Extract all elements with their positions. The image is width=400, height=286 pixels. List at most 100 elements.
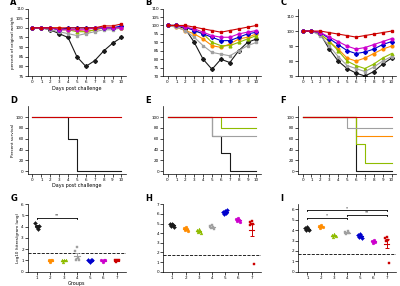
Point bbox=[182, 225, 189, 230]
Point bbox=[114, 258, 120, 263]
Point bbox=[112, 258, 118, 263]
Point bbox=[386, 261, 392, 266]
Point bbox=[170, 223, 176, 228]
Point bbox=[35, 227, 41, 231]
Point bbox=[85, 258, 91, 263]
Point bbox=[302, 226, 309, 231]
Y-axis label: Log10 (titres/gram lung): Log10 (titres/gram lung) bbox=[16, 213, 20, 263]
Point bbox=[382, 236, 388, 241]
Point bbox=[306, 228, 312, 233]
Point bbox=[208, 226, 214, 231]
Point bbox=[235, 215, 242, 220]
Point bbox=[248, 221, 254, 226]
Point bbox=[384, 237, 391, 242]
Point bbox=[382, 238, 389, 243]
Point bbox=[250, 222, 256, 227]
Text: B: B bbox=[146, 0, 152, 7]
Point bbox=[33, 225, 40, 229]
Point bbox=[47, 259, 53, 264]
Point bbox=[304, 225, 310, 229]
Point bbox=[330, 235, 336, 240]
Point bbox=[384, 235, 390, 240]
Point bbox=[171, 225, 178, 230]
Point bbox=[73, 258, 79, 263]
Point bbox=[223, 210, 230, 215]
Point bbox=[372, 239, 379, 244]
Point bbox=[74, 245, 80, 249]
Point bbox=[344, 229, 351, 233]
Point bbox=[234, 218, 241, 223]
Point bbox=[236, 217, 243, 222]
Text: G: G bbox=[10, 194, 17, 203]
Point bbox=[100, 259, 106, 264]
Point bbox=[319, 225, 326, 229]
Point bbox=[101, 258, 107, 263]
Text: **: ** bbox=[55, 213, 59, 217]
Point bbox=[221, 212, 228, 216]
Text: F: F bbox=[280, 96, 286, 105]
Point bbox=[249, 218, 255, 223]
Point bbox=[358, 234, 364, 239]
Point bbox=[233, 217, 240, 221]
Point bbox=[370, 240, 376, 245]
Point bbox=[169, 221, 176, 226]
Point bbox=[62, 258, 69, 263]
Point bbox=[355, 233, 362, 238]
Point bbox=[247, 223, 254, 228]
Point bbox=[196, 229, 203, 233]
Point bbox=[76, 258, 82, 263]
Text: A: A bbox=[10, 0, 17, 7]
Point bbox=[194, 228, 200, 233]
Point bbox=[333, 234, 339, 239]
Point bbox=[316, 224, 322, 228]
Point bbox=[49, 258, 56, 263]
Point bbox=[331, 232, 338, 237]
Point bbox=[346, 231, 352, 236]
Point bbox=[32, 221, 38, 226]
Point bbox=[210, 225, 216, 230]
Point bbox=[72, 249, 78, 254]
Point bbox=[194, 230, 201, 235]
Point bbox=[250, 262, 257, 266]
Text: C: C bbox=[280, 0, 287, 7]
Point bbox=[86, 259, 93, 264]
X-axis label: Groups: Groups bbox=[68, 281, 86, 286]
Point bbox=[180, 226, 187, 231]
Text: *: * bbox=[346, 206, 348, 210]
Point bbox=[329, 233, 335, 238]
X-axis label: Days post challenge: Days post challenge bbox=[52, 183, 102, 188]
Point bbox=[196, 227, 202, 232]
Text: I: I bbox=[280, 194, 284, 203]
Text: *: * bbox=[326, 213, 328, 217]
Point bbox=[209, 223, 215, 228]
Point bbox=[207, 224, 213, 229]
Point bbox=[183, 227, 190, 232]
Point bbox=[102, 258, 108, 263]
Point bbox=[167, 222, 174, 227]
Point bbox=[184, 229, 191, 233]
Point bbox=[342, 230, 348, 235]
X-axis label: Days post challenge: Days post challenge bbox=[52, 86, 102, 91]
Point bbox=[36, 223, 42, 228]
Point bbox=[89, 258, 95, 263]
Point bbox=[371, 237, 377, 242]
Point bbox=[211, 227, 217, 232]
Point bbox=[75, 256, 81, 261]
Point bbox=[88, 258, 94, 263]
Point bbox=[305, 227, 312, 231]
Point bbox=[359, 236, 366, 241]
Point bbox=[343, 232, 350, 237]
Point bbox=[318, 223, 324, 227]
Point bbox=[58, 258, 65, 263]
Point bbox=[220, 210, 226, 214]
Text: D: D bbox=[10, 96, 17, 105]
Point bbox=[368, 238, 375, 243]
Text: E: E bbox=[146, 96, 151, 105]
Text: H: H bbox=[146, 194, 152, 203]
Point bbox=[246, 219, 253, 224]
Point bbox=[60, 259, 66, 264]
Y-axis label: Percent survival: Percent survival bbox=[11, 124, 15, 157]
Text: **: ** bbox=[365, 210, 369, 214]
Point bbox=[303, 228, 310, 233]
Point bbox=[61, 258, 68, 263]
